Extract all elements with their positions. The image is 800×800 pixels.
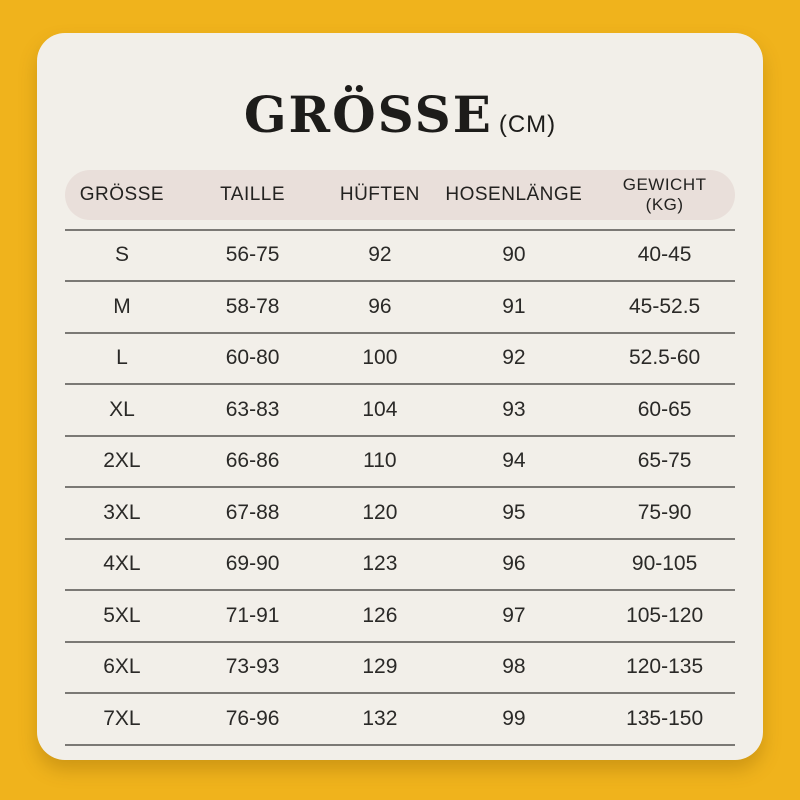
size-cell: 7XL bbox=[103, 706, 141, 730]
size-cell: S bbox=[114, 243, 129, 267]
taille-cell: 67-88 bbox=[225, 500, 280, 524]
size-cell: 6XL bbox=[103, 655, 141, 679]
hosenlaenge-cell: 94 bbox=[502, 449, 526, 473]
table-body: S 56-75 92 90 40-45 M 58-78 96 91 45-52.… bbox=[65, 228, 735, 746]
size-table: GRÖSSE TAILLE HÜFTEN HOSENLÄNGE GEWICHT … bbox=[65, 169, 735, 746]
gewicht-cell: 45-52.5 bbox=[628, 294, 701, 318]
table-row: 7XL 76-96 132 99 135-150 bbox=[65, 692, 735, 746]
gewicht-cell: 65-75 bbox=[637, 449, 692, 473]
hueften-cell: 126 bbox=[362, 603, 398, 627]
gewicht-cell: 90-105 bbox=[631, 552, 698, 576]
table-row: L 60-80 100 92 52.5-60 bbox=[65, 331, 735, 384]
hosenlaenge-cell: 98 bbox=[502, 655, 526, 679]
hosenlaenge-cell: 92 bbox=[502, 346, 526, 370]
table-row: 3XL 67-88 120 95 75-90 bbox=[65, 486, 735, 538]
size-cell: M bbox=[113, 294, 131, 318]
hueften-cell: 100 bbox=[362, 346, 398, 370]
gewicht-cell: 52.5-60 bbox=[628, 346, 701, 370]
taille-cell: 76-96 bbox=[225, 706, 280, 730]
taille-cell: 60-80 bbox=[225, 346, 280, 370]
table-row: M 58-78 96 91 45-52.5 bbox=[65, 280, 735, 332]
hueften-cell: 92 bbox=[368, 243, 392, 267]
title-unit: (CM) bbox=[498, 111, 557, 138]
size-cell: 5XL bbox=[103, 603, 141, 627]
title-text: GRÖSSE bbox=[243, 85, 493, 144]
hosenlaenge-cell: 91 bbox=[502, 294, 526, 318]
header-groesse: GRÖSSE bbox=[79, 183, 165, 205]
gewicht-cell: 120-135 bbox=[626, 655, 704, 679]
table-row: S 56-75 92 90 40-45 bbox=[65, 228, 735, 281]
gewicht-cell: 40-45 bbox=[637, 243, 692, 267]
hueften-cell: 123 bbox=[362, 552, 398, 576]
table-header: GRÖSSE TAILLE HÜFTEN HOSENLÄNGE GEWICHT … bbox=[65, 169, 735, 220]
table-row: 5XL 71-91 126 97 105-120 bbox=[65, 589, 735, 641]
size-cell: 3XL bbox=[103, 500, 141, 524]
size-cell: XL bbox=[109, 397, 135, 421]
hueften-cell: 129 bbox=[362, 655, 398, 679]
hueften-cell: 96 bbox=[368, 294, 392, 318]
hosenlaenge-cell: 93 bbox=[502, 397, 526, 421]
size-cell: 2XL bbox=[103, 449, 141, 473]
hosenlaenge-cell: 96 bbox=[502, 552, 526, 576]
gewicht-cell: 135-150 bbox=[626, 706, 704, 730]
header-gewicht: GEWICHT (KG) bbox=[622, 174, 707, 214]
taille-cell: 71-91 bbox=[225, 603, 280, 627]
size-chart-card: GRÖSSE (CM) GRÖSSE TAILLE HÜFTEN HOSENLÄN… bbox=[37, 33, 763, 760]
table-row: 6XL 73-93 129 98 120-135 bbox=[65, 640, 735, 693]
taille-cell: 56-75 bbox=[225, 243, 280, 267]
taille-cell: 66-86 bbox=[225, 449, 280, 473]
hueften-cell: 110 bbox=[363, 449, 397, 473]
page-title: GRÖSSE (CM) bbox=[65, 88, 735, 142]
table-row: 4XL 69-90 123 96 90-105 bbox=[65, 537, 735, 590]
gewicht-cell: 60-65 bbox=[637, 397, 692, 421]
taille-cell: 69-90 bbox=[225, 552, 280, 576]
hosenlaenge-cell: 99 bbox=[502, 706, 526, 730]
hueften-cell: 120 bbox=[362, 500, 398, 524]
hosenlaenge-cell: 97 bbox=[502, 603, 526, 627]
hueften-cell: 104 bbox=[362, 397, 398, 421]
gewicht-cell: 75-90 bbox=[637, 500, 692, 524]
gewicht-cell: 105-120 bbox=[626, 603, 704, 627]
hueften-cell: 132 bbox=[362, 706, 398, 730]
taille-cell: 63-83 bbox=[225, 397, 280, 421]
table-row: XL 63-83 104 93 60-65 bbox=[65, 383, 735, 435]
hosenlaenge-cell: 95 bbox=[502, 500, 526, 524]
taille-cell: 73-93 bbox=[225, 655, 280, 679]
size-cell: 4XL bbox=[103, 552, 141, 576]
header-taille: TAILLE bbox=[220, 183, 286, 205]
taille-cell: 58-78 bbox=[225, 294, 280, 318]
hosenlaenge-cell: 90 bbox=[502, 243, 526, 267]
table-row: 2XL 66-86 110 94 65-75 bbox=[65, 434, 735, 487]
size-cell: L bbox=[116, 346, 128, 370]
header-hueften: HÜFTEN bbox=[339, 183, 420, 205]
header-hosenlaenge: HOSENLÄNGE bbox=[445, 183, 583, 205]
